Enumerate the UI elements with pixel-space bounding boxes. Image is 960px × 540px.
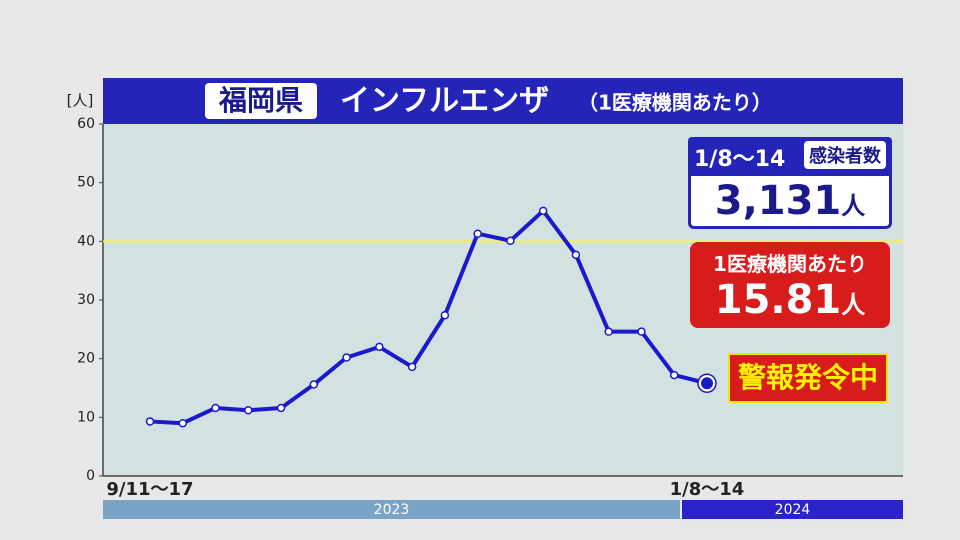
period-label: 2023 <box>374 502 410 518</box>
alert: 警報発令中 <box>728 353 888 403</box>
week-header: 1/8～14 感染者数 <box>688 137 892 173</box>
point <box>571 250 581 260</box>
count-box: 3,131人 <box>688 173 892 229</box>
region: 福岡県 <box>218 84 303 117</box>
point <box>669 370 679 380</box>
point <box>309 380 319 389</box>
point <box>506 236 515 245</box>
period-band <box>682 500 903 519</box>
y-tick-label: 10 <box>77 409 95 425</box>
y-tick-label: 0 <box>86 468 95 484</box>
period-label: 2024 <box>775 502 811 518</box>
subtitle: （1医療機関あたり） <box>578 91 772 115</box>
y-axis-label: [人] <box>67 92 94 110</box>
per-value: 15.81 <box>714 277 842 323</box>
count: 3,131 <box>714 178 842 224</box>
count-label: 感染者数 <box>804 141 886 169</box>
y-tick-label: 40 <box>77 233 95 249</box>
chart-title: インフルエンザ <box>340 84 549 119</box>
y-tick-label: 30 <box>77 292 95 308</box>
y-tick-label: 60 <box>77 116 95 132</box>
point <box>375 342 384 352</box>
series-line <box>149 208 708 426</box>
per-label: 1医療機関あたり <box>713 252 867 276</box>
period-band <box>103 500 680 519</box>
point <box>244 406 253 415</box>
x-tick-label: 1/8～14 <box>670 479 745 500</box>
point <box>342 353 351 362</box>
point <box>178 418 188 428</box>
y-tick-label: 50 <box>77 175 95 191</box>
count-unit: 人 <box>841 192 866 220</box>
point <box>440 311 450 320</box>
point <box>145 417 155 426</box>
point <box>604 327 613 336</box>
point <box>211 403 220 413</box>
point <box>637 327 646 336</box>
per-box: 1医療機関あたり 15.81人 <box>690 242 890 328</box>
point <box>276 403 286 413</box>
point <box>701 377 713 390</box>
per-unit: 人 <box>841 291 866 319</box>
point <box>538 206 548 216</box>
x-tick-label: 9/11～17 <box>106 479 193 500</box>
point <box>407 362 417 372</box>
region-box <box>205 83 317 119</box>
y-tick-label: 20 <box>77 351 95 367</box>
week: 1/8～14 <box>694 147 786 172</box>
point <box>473 229 482 238</box>
